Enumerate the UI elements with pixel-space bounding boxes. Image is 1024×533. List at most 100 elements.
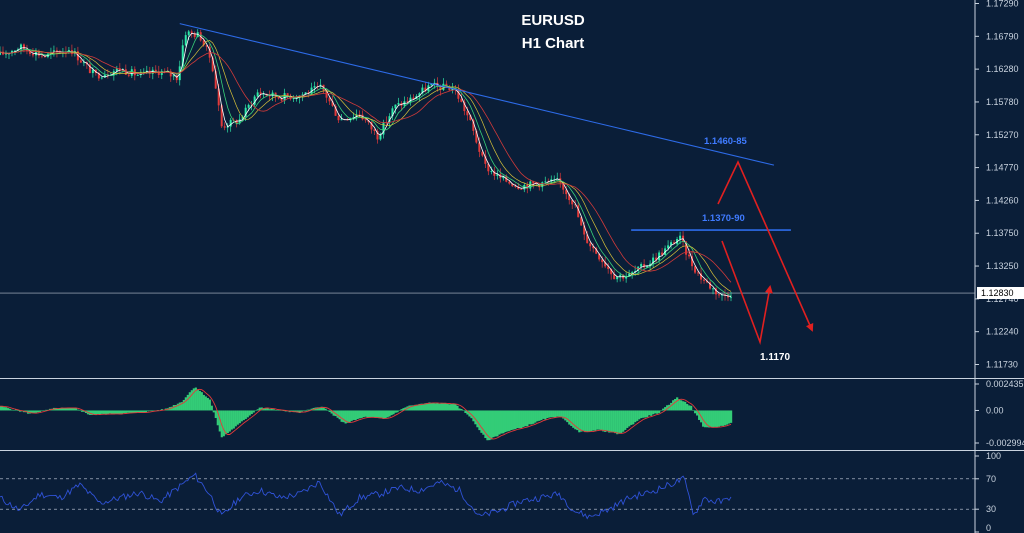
oscillator-bar	[56, 408, 60, 411]
oscillator-bar	[480, 410, 483, 433]
candle-body	[235, 119, 238, 124]
oscillator-bar	[128, 410, 132, 413]
candle-body	[304, 92, 307, 95]
oscillator-bar	[318, 407, 321, 411]
oscillator-bar	[32, 410, 36, 413]
oscillator-bar	[412, 405, 415, 411]
oscillator-bar	[386, 410, 389, 418]
oscillator-bar	[348, 410, 351, 423]
oscillator-bar	[382, 410, 385, 419]
oscillator-bar	[196, 389, 199, 411]
oscillator-bar	[508, 410, 511, 431]
resistance-zone-label: 1.1370-90	[702, 213, 745, 224]
oscillator-bar	[520, 410, 523, 429]
candle-body	[190, 31, 193, 34]
oscillator-bar	[104, 410, 108, 415]
candle-body	[661, 252, 664, 255]
price-tick-label: 1.12240	[986, 327, 1019, 337]
candle-body	[502, 176, 505, 179]
oscillator-bar	[226, 410, 229, 434]
oscillator-bar	[448, 404, 451, 411]
oscillator-bar	[372, 410, 375, 418]
candle-body	[250, 104, 253, 106]
oscillator-bar	[582, 410, 585, 432]
candle-body	[706, 280, 709, 283]
oscillator-bar	[270, 408, 273, 411]
candle-body	[475, 130, 478, 143]
oscillator-bar	[454, 404, 457, 411]
candle-body	[280, 98, 283, 101]
scenario-arrow-upper	[717, 160, 814, 332]
candle-body	[91, 69, 94, 74]
candle-body	[160, 70, 163, 75]
oscillator-bar	[178, 402, 181, 411]
rsi-panel: 100 70 30 0	[0, 451, 1001, 533]
candle-body	[268, 95, 271, 97]
oscillator-bar	[236, 410, 239, 425]
oscillator-bar	[302, 410, 305, 411]
oscillator-bar	[64, 407, 68, 411]
oscillator-bar	[68, 407, 72, 411]
candle-body	[55, 50, 58, 52]
oscillator-bar	[452, 403, 455, 411]
oscillator-bar	[108, 410, 112, 414]
price-tick-label: 1.16790	[986, 31, 1019, 41]
oscillator-bar	[198, 390, 201, 411]
oscillator-bar	[114, 410, 118, 414]
oscillator-bar	[186, 394, 189, 411]
oscillator-bar	[360, 410, 363, 418]
oscillator-bar	[584, 410, 587, 433]
oscillator-bar	[82, 410, 86, 412]
oscillator-bar	[92, 410, 96, 415]
oscillator-bar	[596, 410, 599, 430]
candle-body	[244, 107, 247, 117]
candle-body	[286, 93, 289, 97]
oscillator-bar	[176, 403, 179, 411]
oscillator-bar	[298, 410, 301, 414]
oscillator-bar	[546, 410, 549, 419]
oscillator-bar	[670, 402, 673, 411]
moving-average-mid	[0, 34, 732, 297]
candle-body	[169, 71, 172, 77]
candle-body	[79, 60, 82, 63]
oscillator-bar	[600, 410, 603, 431]
oscillator-bar	[692, 410, 695, 411]
candle-body	[205, 45, 208, 47]
candle-body	[391, 108, 394, 117]
candle-body	[670, 242, 673, 246]
candle-body	[610, 268, 613, 275]
oscillator-bar	[148, 410, 151, 411]
oscillator-bar	[152, 410, 155, 411]
candle-body	[520, 189, 523, 190]
oscillator-bar	[228, 410, 231, 432]
oscillator-bar	[720, 410, 723, 426]
oscillator-bar	[34, 410, 38, 413]
candle-body	[214, 71, 217, 89]
oscillator-bar	[262, 408, 265, 411]
oscillator-bar	[62, 407, 66, 411]
candle-body	[457, 89, 460, 99]
candle-body	[589, 243, 592, 247]
candle-body	[484, 155, 487, 164]
oscillator-bar	[610, 410, 613, 433]
oscillator-bar	[250, 410, 253, 415]
oscillator-bar	[522, 410, 525, 427]
oscillator-bar	[76, 409, 80, 411]
oscillator-bar	[606, 410, 609, 432]
oscillator-bar	[488, 410, 491, 441]
oscillator-bar	[624, 410, 627, 430]
oscillator-bar	[544, 410, 547, 420]
oscillator-bar	[534, 410, 537, 423]
oscillator-bar	[14, 409, 18, 411]
oscillator-bar	[554, 410, 557, 418]
candle-body	[73, 51, 76, 55]
oscillator-bar	[320, 406, 323, 411]
candle-body	[355, 114, 358, 118]
oscillator-bar	[180, 402, 183, 411]
oscillator-bar	[16, 410, 20, 411]
candle-body	[301, 94, 304, 96]
oscillator-bar	[726, 410, 729, 425]
candle-body	[310, 87, 313, 94]
oscillator-bar	[374, 410, 377, 418]
